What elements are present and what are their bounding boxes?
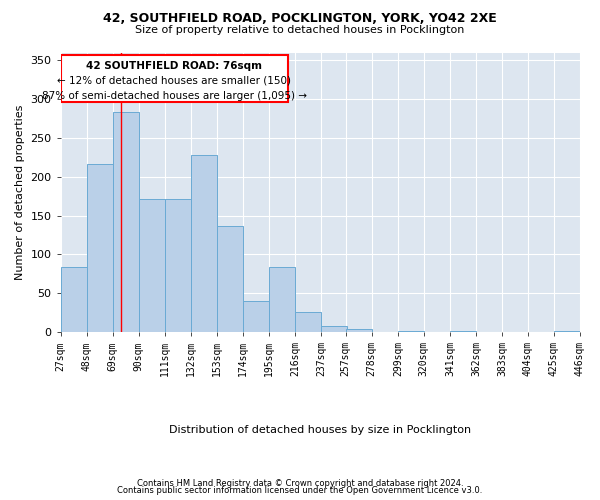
Bar [269,267,295,332]
Y-axis label: Number of detached properties: Number of detached properties [15,104,25,280]
Bar [165,198,191,332]
Bar [191,155,217,332]
Text: 42, SOUTHFIELD ROAD, POCKLINGTON, YORK, YO42 2XE: 42, SOUTHFIELD ROAD, POCKLINGTON, YORK, … [103,12,497,26]
Bar [113,112,139,332]
Text: ← 12% of detached houses are smaller (150): ← 12% of detached houses are smaller (15… [57,76,291,86]
Text: Contains HM Land Registry data © Crown copyright and database right 2024.: Contains HM Land Registry data © Crown c… [137,478,463,488]
Bar [61,267,87,332]
Text: 87% of semi-detached houses are larger (1,095) →: 87% of semi-detached houses are larger (… [41,90,307,101]
Bar [217,226,243,332]
Bar [295,312,321,332]
Bar [346,329,372,332]
Bar [450,330,476,332]
Bar [61,55,287,102]
Bar [87,164,113,332]
Bar [321,326,347,332]
Text: Size of property relative to detached houses in Pocklington: Size of property relative to detached ho… [136,25,464,35]
Bar [554,330,580,332]
X-axis label: Distribution of detached houses by size in Pocklington: Distribution of detached houses by size … [169,425,472,435]
Text: 42 SOUTHFIELD ROAD: 76sqm: 42 SOUTHFIELD ROAD: 76sqm [86,61,262,71]
Bar [139,198,165,332]
Bar [398,330,424,332]
Text: Contains public sector information licensed under the Open Government Licence v3: Contains public sector information licen… [118,486,482,495]
Bar [243,301,269,332]
